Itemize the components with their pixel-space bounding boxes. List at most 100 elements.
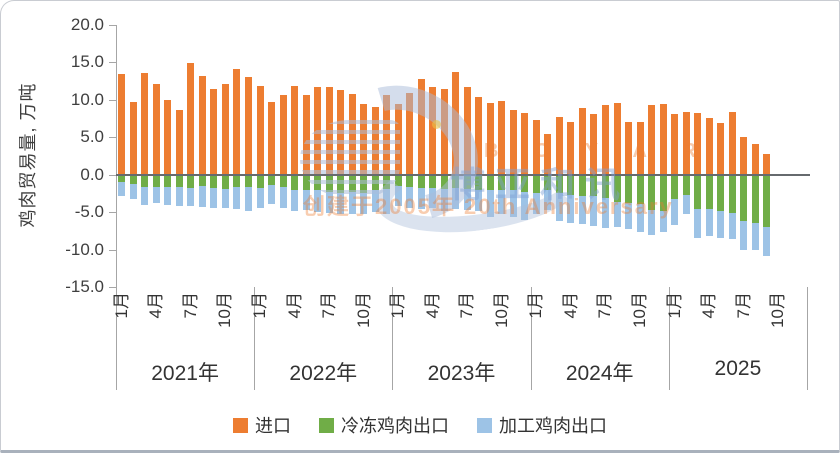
bar-frozen-export [452, 174, 460, 189]
bar-import [728, 111, 736, 175]
bar-processed-export [221, 188, 229, 209]
bar-processed-export [348, 191, 356, 214]
year-label: 2021年 [151, 362, 219, 385]
bar-processed-export [210, 188, 218, 208]
bar-frozen-export [210, 174, 218, 189]
bar-frozen-export [440, 174, 448, 189]
bar-frozen-export [394, 174, 402, 186]
bar-frozen-export [555, 174, 563, 194]
y-tick-mark [109, 99, 116, 101]
zero-line [116, 173, 810, 176]
bar-frozen-export [659, 174, 667, 211]
bar-processed-export [314, 190, 321, 213]
bar-processed-export [486, 190, 494, 217]
month-tick-label: 7月 [180, 292, 200, 319]
y-axis-title: 鸡肉贸易量, 万吨 [18, 82, 38, 228]
bar-import [532, 120, 540, 175]
legend-item: 进口 [233, 412, 291, 438]
bar-processed-export [694, 209, 702, 238]
bar-processed-export [452, 188, 460, 210]
bar-processed-export [129, 184, 137, 199]
bar-import [256, 86, 264, 175]
bar-processed-export [521, 191, 529, 220]
bar-processed-export [302, 190, 310, 210]
bar-frozen-export [417, 174, 425, 189]
bar-processed-export [763, 227, 771, 257]
bar-frozen-export [371, 174, 379, 191]
bar-processed-export [417, 188, 425, 210]
bar-import [740, 137, 748, 175]
bar-import [763, 153, 771, 175]
bar-import [129, 102, 137, 175]
bar-processed-export [475, 189, 483, 212]
bar-import [360, 104, 368, 175]
bar-frozen-export [429, 174, 437, 189]
bar-frozen-export [613, 174, 621, 203]
bar-import [406, 93, 414, 175]
bar-frozen-export [314, 174, 321, 191]
legend-swatch [319, 417, 334, 433]
bar-frozen-export [256, 174, 264, 189]
bar-frozen-export [175, 174, 183, 188]
bar-processed-export [717, 210, 725, 238]
month-tick-label: 10月 [630, 292, 649, 328]
bar-frozen-export [751, 174, 759, 223]
y-tick-label: 20.0 [70, 15, 104, 34]
bar-import [659, 103, 667, 175]
year-label: 2022年 [289, 362, 358, 385]
y-tick-mark [109, 287, 116, 288]
y-tick-mark [109, 249, 116, 251]
bar-import [268, 102, 275, 175]
bar-frozen-export [532, 174, 540, 193]
bar-frozen-export [590, 174, 598, 197]
month-tick-label: 1月 [664, 292, 684, 319]
bar-processed-export [705, 209, 713, 237]
bar-import [417, 78, 425, 175]
bar-frozen-export [337, 174, 345, 194]
bar-frozen-export [521, 174, 529, 192]
bar-frozen-export [717, 174, 725, 211]
bar-import [602, 105, 609, 175]
bar-import [314, 87, 321, 175]
bar-frozen-export [291, 174, 298, 191]
bar-processed-export [187, 188, 195, 207]
month-tick-label: 4月 [560, 292, 580, 319]
bar-import [302, 95, 310, 175]
bar-processed-export [463, 188, 471, 210]
bar-import [625, 122, 632, 175]
bar-import [498, 101, 506, 175]
legend-item: 加工鸡肉出口 [477, 412, 607, 438]
bar-processed-export [498, 189, 506, 215]
bar-processed-export [636, 203, 644, 232]
year-separator [392, 287, 393, 390]
bar-processed-export [590, 196, 598, 227]
bar-frozen-export [763, 174, 771, 228]
bar-import [279, 94, 287, 175]
bar-processed-export [175, 187, 183, 207]
bar-processed-export [509, 190, 517, 217]
legend-label: 加工鸡肉出口 [499, 416, 607, 436]
bar-frozen-export [244, 174, 252, 188]
month-tick-label: 4月 [146, 292, 166, 319]
bar-frozen-export [567, 174, 575, 195]
month-tick-label: 7月 [319, 292, 339, 319]
bar-frozen-export [728, 174, 736, 213]
bar-import [636, 122, 644, 175]
bar-import [486, 102, 494, 175]
y-tick-label: -10.0 [65, 239, 104, 259]
bar-processed-export [648, 209, 655, 235]
bar-frozen-export [129, 174, 137, 185]
y-tick-mark [109, 212, 116, 214]
bar-frozen-export [279, 174, 287, 188]
bar-frozen-export [360, 174, 368, 193]
bar-frozen-export [164, 174, 172, 188]
legend-swatch [233, 417, 248, 433]
month-tick-label: 7月 [595, 292, 615, 319]
y-tick-label: 10.0 [70, 89, 104, 109]
y-axis-line [116, 25, 117, 390]
y-tick-label: 0.0 [80, 164, 104, 184]
bar-frozen-export [648, 174, 655, 210]
bar-import [705, 117, 713, 175]
y-tick-mark [109, 137, 116, 139]
bar-processed-export [141, 186, 149, 205]
